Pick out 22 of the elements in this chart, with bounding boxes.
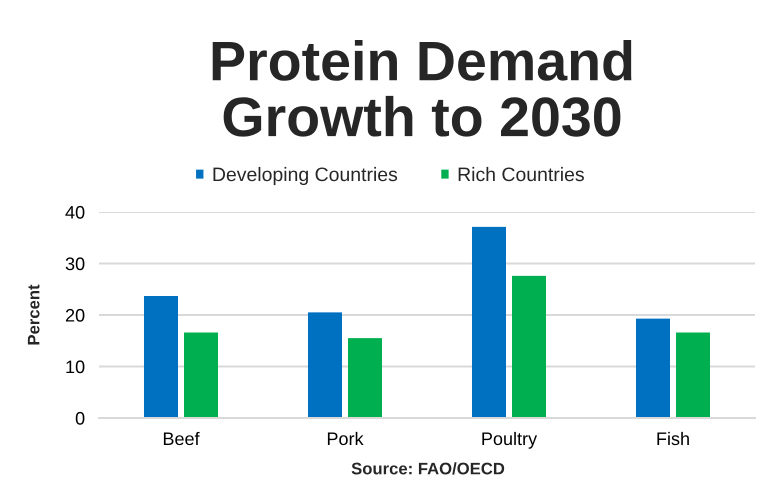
y-tick-label: 30 xyxy=(66,257,84,270)
bar xyxy=(144,296,178,418)
y-tick-label: 10 xyxy=(66,360,84,374)
bar xyxy=(472,226,506,418)
x-tick-label: Beef xyxy=(164,432,200,446)
y-tick-label: 20 xyxy=(66,308,84,322)
bar xyxy=(676,332,710,418)
x-tick-label: Fish xyxy=(657,432,689,446)
source-note: Source: FAO/OECD xyxy=(352,462,504,475)
bar xyxy=(308,312,342,418)
y-tick-label: 0 xyxy=(76,412,84,425)
bar xyxy=(512,276,546,418)
y-tick-label: 40 xyxy=(65,206,84,219)
bar xyxy=(348,338,382,418)
y-axis-title: Percent xyxy=(28,284,40,344)
bar xyxy=(636,318,670,418)
x-tick-label: Poultry xyxy=(482,432,538,449)
x-tick-label: Pork xyxy=(328,432,364,446)
bar xyxy=(184,332,218,418)
legend-label: Rich Countries xyxy=(458,166,584,182)
legend-label: Developing Countries xyxy=(214,166,398,186)
chart-title: Protein Demand Growth to 2030 xyxy=(212,40,632,137)
